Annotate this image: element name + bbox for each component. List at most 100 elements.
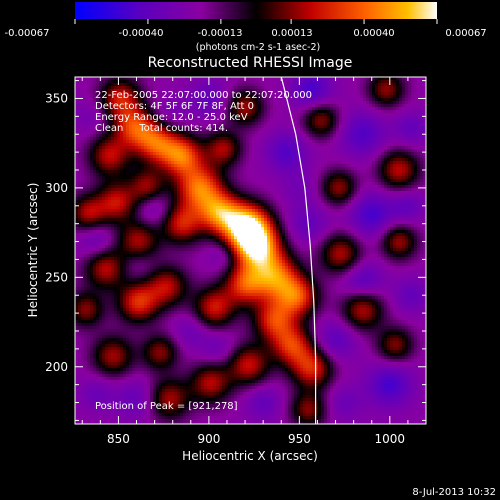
heatmap-cell	[123, 119, 126, 122]
heatmap-cell	[216, 200, 219, 203]
heatmap-cell	[135, 167, 138, 170]
heatmap-cell	[258, 137, 261, 140]
heatmap-cell	[330, 86, 333, 89]
heatmap-cell	[375, 80, 378, 83]
heatmap-cell	[216, 185, 219, 188]
heatmap-cell	[288, 125, 291, 128]
heatmap-cell	[186, 98, 189, 101]
heatmap-cell	[270, 203, 273, 206]
heatmap-cell	[234, 152, 237, 155]
heatmap-cell	[375, 179, 378, 182]
heatmap-cell	[108, 158, 111, 161]
heatmap-cell	[291, 131, 294, 134]
heatmap-cell	[207, 137, 210, 140]
heatmap-cell	[414, 140, 417, 143]
heatmap-cell	[267, 122, 270, 125]
heatmap-cell	[264, 140, 267, 143]
heatmap-cell	[216, 158, 219, 161]
heatmap-cell	[393, 200, 396, 203]
heatmap-cell	[270, 128, 273, 131]
heatmap-cell	[366, 188, 369, 191]
heatmap-cell	[306, 131, 309, 134]
heatmap-cell	[228, 146, 231, 149]
heatmap-cell	[366, 146, 369, 149]
heatmap-cell	[345, 92, 348, 95]
heatmap-cell	[288, 197, 291, 200]
heatmap-cell	[177, 179, 180, 182]
heatmap-cell	[228, 197, 231, 200]
heatmap-cell	[162, 80, 165, 83]
heatmap-cell	[255, 125, 258, 128]
heatmap-cell	[147, 197, 150, 200]
heatmap-cell	[144, 179, 147, 182]
heatmap-cell	[147, 164, 150, 167]
heatmap-cell	[132, 134, 135, 137]
heatmap-cell	[342, 179, 345, 182]
heatmap-cell	[270, 158, 273, 161]
heatmap-cell	[147, 83, 150, 86]
heatmap-cell	[285, 158, 288, 161]
heatmap-cell	[189, 152, 192, 155]
heatmap-cell	[309, 89, 312, 92]
heatmap-cell	[96, 128, 99, 131]
heatmap-cell	[303, 128, 306, 131]
heatmap-cell	[222, 86, 225, 89]
heatmap-cell	[363, 83, 366, 86]
heatmap-cell	[375, 152, 378, 155]
heatmap-cell	[390, 164, 393, 167]
heatmap-cell	[210, 203, 213, 206]
heatmap-cell	[360, 113, 363, 116]
heatmap-cell	[375, 110, 378, 113]
heatmap-cell	[93, 179, 96, 182]
heatmap-cell	[297, 98, 300, 101]
heatmap-cell	[393, 152, 396, 155]
heatmap-cell	[243, 137, 246, 140]
heatmap-cell	[141, 125, 144, 128]
heatmap-cell	[135, 98, 138, 101]
heatmap-cell	[201, 152, 204, 155]
heatmap-cell	[300, 134, 303, 137]
heatmap-cell	[327, 131, 330, 134]
heatmap-cell	[318, 179, 321, 182]
heatmap-cell	[171, 194, 174, 197]
heatmap-cell	[198, 107, 201, 110]
heatmap-cell	[333, 104, 336, 107]
heatmap-cell	[381, 188, 384, 191]
heatmap-cell	[147, 77, 150, 80]
heatmap-cell	[84, 152, 87, 155]
heatmap-cell	[423, 122, 426, 125]
heatmap-cell	[243, 77, 246, 80]
heatmap-cell	[420, 158, 423, 161]
heatmap-cell	[96, 203, 99, 206]
heatmap-cell	[147, 170, 150, 173]
heatmap-cell	[366, 194, 369, 197]
heatmap-cell	[393, 194, 396, 197]
heatmap-cell	[159, 200, 162, 203]
heatmap-cell	[294, 86, 297, 89]
heatmap-cell	[270, 86, 273, 89]
heatmap-cell	[117, 89, 120, 92]
heatmap-cell	[321, 137, 324, 140]
heatmap-cell	[306, 200, 309, 203]
heatmap-cell	[180, 134, 183, 137]
heatmap-cell	[351, 173, 354, 176]
heatmap-cell	[225, 110, 228, 113]
heatmap-cell	[423, 167, 426, 170]
heatmap-cell	[231, 92, 234, 95]
heatmap-cell	[195, 89, 198, 92]
heatmap-cell	[261, 86, 264, 89]
heatmap-cell	[315, 158, 318, 161]
heatmap-cell	[84, 170, 87, 173]
heatmap-cell	[123, 140, 126, 143]
heatmap-cell	[399, 164, 402, 167]
heatmap-cell	[213, 101, 216, 104]
heatmap-cell	[162, 143, 165, 146]
heatmap-cell	[273, 92, 276, 95]
heatmap-cell	[192, 128, 195, 131]
heatmap-cell	[369, 77, 372, 80]
heatmap-cell	[147, 176, 150, 179]
heatmap-cell	[105, 140, 108, 143]
heatmap-cell	[246, 191, 249, 194]
heatmap-cell	[129, 140, 132, 143]
heatmap-cell	[303, 83, 306, 86]
